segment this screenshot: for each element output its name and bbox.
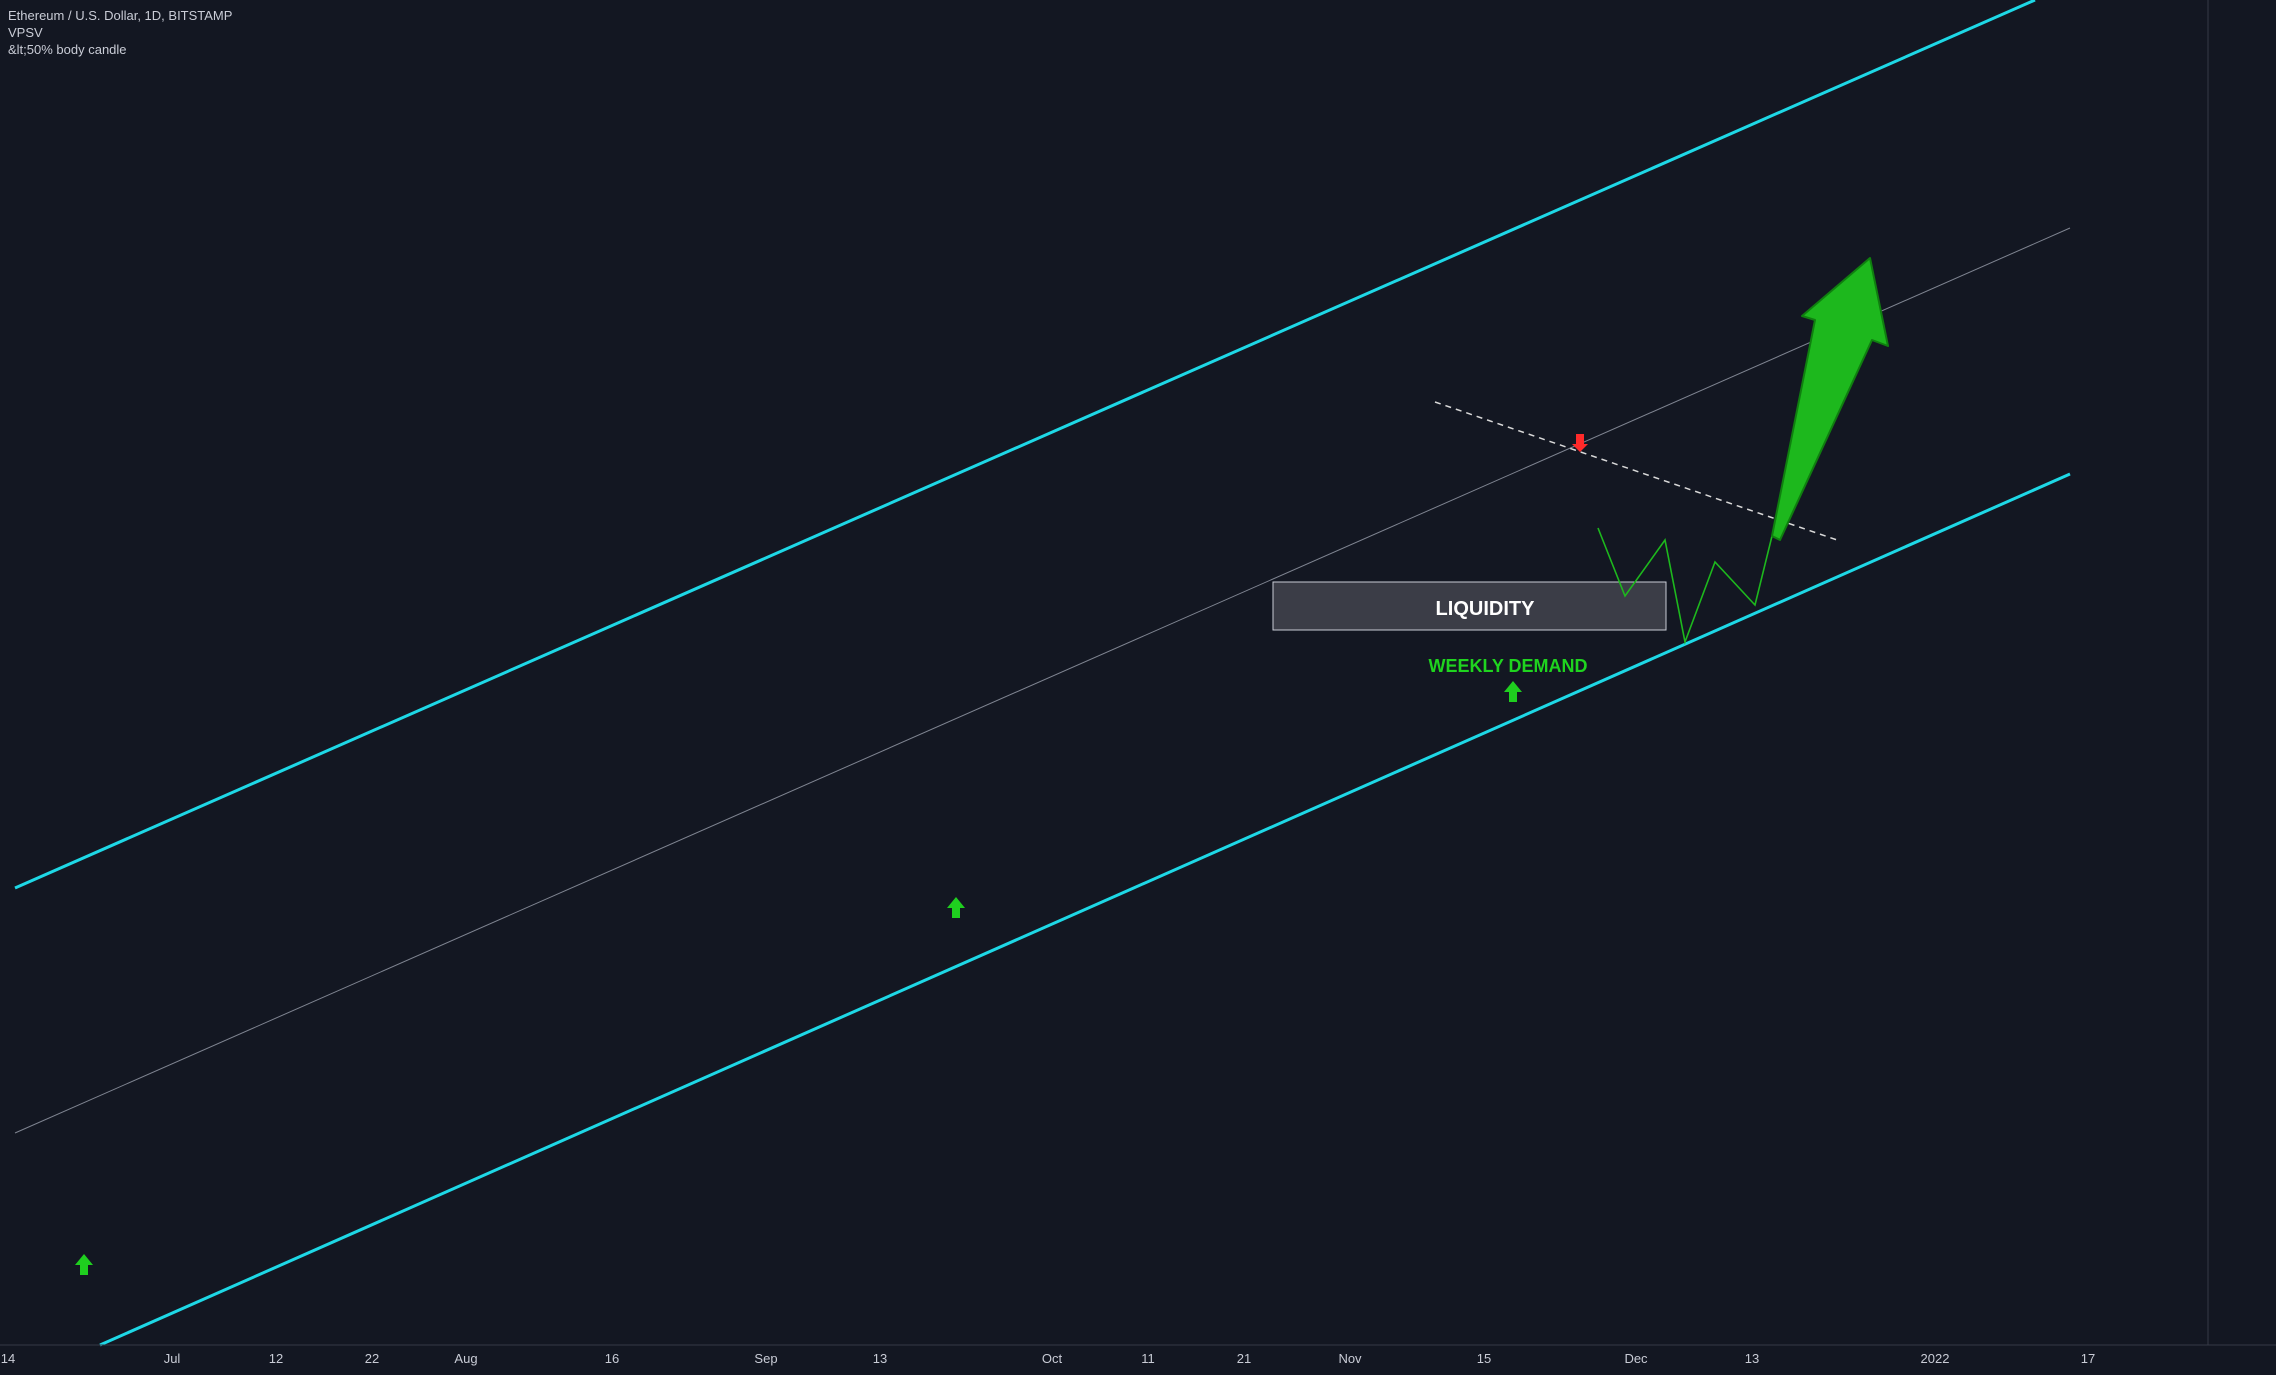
green-up-arrow-icon (75, 1254, 93, 1275)
channel-upper-line (14, 0, 2036, 890)
red-down-arrow-icon (1572, 434, 1588, 452)
time-tick-label: Aug (454, 1351, 477, 1366)
time-tick-label: 2022 (1921, 1351, 1950, 1366)
time-tick-label: Dec (1624, 1351, 1648, 1366)
time-tick-label: 22 (365, 1351, 379, 1366)
liquidity-label: LIQUIDITY (1436, 598, 1536, 620)
green-up-arrow-icon (1504, 681, 1522, 702)
symbol-title: Ethereum / U.S. Dollar, 1D, BITSTAMP (8, 8, 233, 23)
annotations: LIQUIDITY WEEKLY DEMAND (75, 257, 1889, 1275)
time-tick-label: Sep (754, 1351, 777, 1366)
trend-lines (14, 0, 2071, 1347)
time-tick-label: Jul (164, 1351, 181, 1366)
time-tick-label: 17 (2081, 1351, 2095, 1366)
time-tick-label: 21 (1237, 1351, 1251, 1366)
indicator-vpsv: VPSV (8, 25, 43, 40)
time-tick-label: 11 (1141, 1351, 1155, 1366)
liquidity-rect (1272, 581, 1667, 631)
time-tick-label: Oct (1042, 1351, 1063, 1366)
descending-trendline (1434, 401, 1841, 542)
big-green-arrow-icon (1771, 257, 1889, 541)
time-tick-label: 15 (1477, 1351, 1491, 1366)
time-tick-label: 16 (605, 1351, 619, 1366)
time-tick-label: 14 (1, 1351, 15, 1366)
channel-mid-line (14, 227, 2071, 1134)
indicator-body-candle: &lt;50% body candle (8, 42, 127, 57)
green-up-arrow-icon (947, 897, 965, 918)
time-axis[interactable]: 14 Jul 12 22 Aug 16 Sep 13 Oct 11 21 Nov 15 Dec 13 2022… (0, 1344, 2276, 1366)
time-tick-label: 13 (873, 1351, 887, 1366)
time-tick-label: Nov (1338, 1351, 1362, 1366)
liquidity-box: LIQUIDITY (1272, 581, 1667, 631)
channel-lower-line (99, 472, 2071, 1347)
price-axis[interactable]: 4868.79High4151.213604.993211.20Avg1700.… (2166, 0, 2271, 1345)
time-tick-label: 13 (1745, 1351, 1759, 1366)
time-tick-label: 12 (269, 1351, 283, 1366)
weekly-demand-label: WEEKLY DEMAND (1428, 656, 1587, 676)
projection-path (1597, 499, 1791, 645)
